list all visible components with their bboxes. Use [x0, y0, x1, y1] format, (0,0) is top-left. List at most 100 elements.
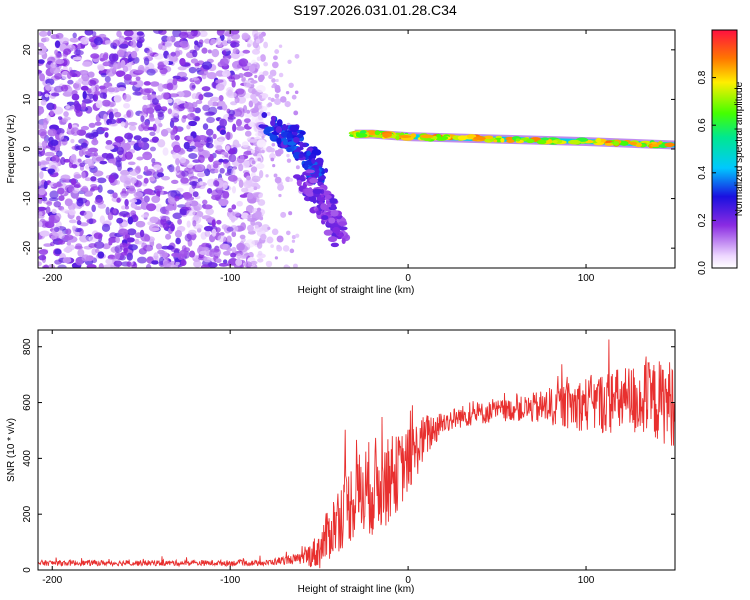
noise-blob — [145, 168, 156, 176]
noise-blob — [167, 98, 173, 104]
noise-blob — [140, 137, 150, 143]
noise-blob — [133, 79, 144, 88]
noise-blob — [257, 258, 264, 263]
noise-blob — [226, 247, 233, 252]
noise-dot — [258, 34, 264, 39]
noise-blob — [172, 212, 183, 220]
noise-blob — [251, 48, 261, 55]
noise-blob — [69, 155, 77, 164]
noise-blob — [222, 103, 228, 111]
carrier-blob — [595, 137, 602, 143]
noise-blob — [113, 260, 123, 267]
noise-blob — [44, 93, 49, 98]
noise-blob — [101, 152, 109, 159]
x-tick-label: 0 — [405, 273, 411, 284]
noise-blob — [157, 112, 165, 121]
noise-blob — [127, 228, 137, 236]
noise-blob — [153, 164, 162, 171]
noise-blob — [54, 72, 63, 80]
noise-dot — [257, 104, 262, 109]
carrier-blob — [541, 137, 549, 141]
noise-dot — [286, 153, 290, 158]
noise-blob — [228, 109, 236, 116]
branch-blob — [309, 153, 317, 160]
noise-blob — [81, 171, 86, 179]
noise-dot — [276, 235, 284, 243]
noise-blob — [144, 88, 154, 94]
noise-blob — [222, 259, 228, 264]
noise-blob — [135, 76, 141, 81]
colorbar-tick-label: 0.2 — [697, 213, 708, 227]
noise-blob — [215, 79, 220, 84]
x-tick-label: 100 — [578, 273, 595, 284]
noise-blob — [241, 141, 249, 148]
colorbar-tick-label: 0.6 — [697, 118, 708, 132]
noise-blob — [209, 250, 215, 258]
noise-blob — [38, 261, 42, 267]
noise-blob — [51, 208, 57, 214]
noise-dot — [294, 53, 300, 59]
noise-blob — [212, 133, 217, 140]
noise-blob — [38, 221, 43, 228]
noise-blob — [75, 257, 84, 266]
noise-blob — [169, 35, 176, 43]
noise-blob — [45, 206, 51, 215]
noise-blob — [96, 177, 107, 184]
noise-blob — [201, 47, 208, 54]
noise-blob — [222, 49, 227, 56]
noise-blob — [179, 157, 187, 164]
noise-blob — [175, 158, 180, 166]
noise-blob — [202, 204, 213, 210]
noise-blob — [115, 70, 126, 77]
noise-blob — [102, 53, 109, 61]
noise-blob — [218, 95, 224, 102]
noise-blob — [38, 198, 43, 204]
noise-blob — [127, 121, 138, 126]
noise-blob — [72, 32, 77, 39]
carrier-blob — [506, 139, 515, 143]
noise-blob — [82, 71, 87, 77]
branch-blob — [270, 119, 276, 127]
noise-blob — [97, 251, 105, 259]
branch-blob — [276, 137, 282, 145]
noise-blob — [47, 30, 52, 37]
noise-blob — [46, 201, 53, 206]
noise-blob — [168, 164, 175, 173]
noise-dot — [257, 157, 262, 162]
noise-blob — [88, 218, 94, 225]
noise-blob — [151, 136, 159, 143]
branch-blob — [329, 198, 338, 204]
noise-blob — [65, 228, 72, 235]
noise-blob — [231, 246, 237, 252]
noise-blob — [121, 221, 128, 228]
noise-blob — [177, 127, 183, 132]
noise-blob — [102, 243, 111, 250]
noise-blob — [66, 241, 72, 246]
noise-blob — [146, 50, 154, 57]
noise-blob — [190, 30, 198, 37]
noise-blob — [50, 34, 60, 40]
noise-dot — [246, 109, 251, 114]
noise-blob — [60, 84, 69, 92]
noise-blob — [92, 95, 97, 101]
noise-blob — [192, 49, 198, 58]
noise-blob — [124, 151, 134, 160]
noise-blob — [157, 249, 165, 255]
noise-blob — [171, 128, 177, 136]
snr-series — [38, 339, 675, 569]
noise-dot — [274, 93, 280, 99]
noise-blob — [130, 177, 137, 184]
noise-blob — [170, 223, 175, 232]
branch-blob — [341, 237, 346, 245]
noise-blob — [101, 99, 112, 107]
noise-blob — [38, 128, 47, 137]
noise-blob — [149, 227, 160, 232]
branch-blob — [286, 132, 292, 139]
carrier-blob — [551, 140, 558, 144]
noise-dot — [251, 160, 256, 165]
noise-blob — [198, 69, 209, 76]
noise-blob — [162, 260, 172, 268]
snr-frame — [37, 329, 676, 571]
y-tick-label: 200 — [22, 505, 33, 522]
noise-blob — [131, 50, 138, 59]
